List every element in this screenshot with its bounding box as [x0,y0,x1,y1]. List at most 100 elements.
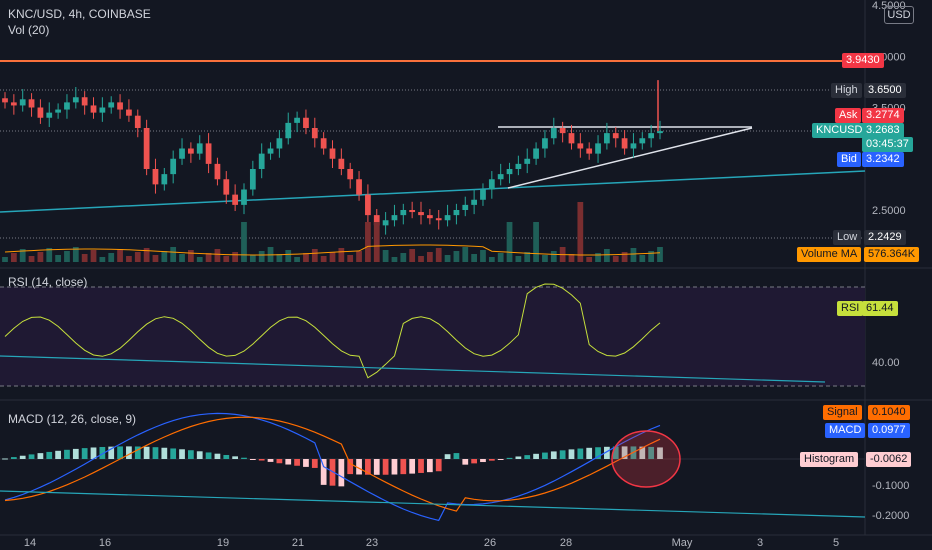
candle-body [365,194,371,216]
macd-histogram-bar [365,459,371,475]
macd-histogram-bar [373,459,380,475]
menu-icon: ≡ [887,3,892,12]
macd-histogram-bar [90,447,97,459]
candle-body [524,158,531,164]
macd-legend: MACD (12, 26, close, 9) [8,412,137,426]
candle-body [214,163,221,180]
macd-histogram-bar [515,456,522,459]
candle-body [223,179,230,195]
macd-signal-value: 0.1040 [868,405,910,420]
macd-histogram-bar [338,459,345,487]
candle-body [232,194,239,205]
macd-histogram-bar [241,457,247,459]
macd-histogram-bar [223,454,230,459]
rsi-band [0,287,865,386]
candle-body [303,117,309,128]
candle-body [648,133,655,139]
candle-body [356,179,362,195]
volume-bar [99,257,106,262]
last-price-value: 3.2683 [862,123,904,138]
candle-body [568,133,575,144]
macd-histogram-bar [639,446,646,459]
macd-histogram-bar [294,459,300,466]
bar-countdown: 03:45:37 [862,137,913,152]
volume-ma-value: 576.364K [864,247,920,262]
candle-body [241,189,247,205]
candle-body [64,102,70,110]
volume-bar [612,256,619,262]
macd-axis-label: -0.1000 [872,480,909,492]
volume-bar [161,251,168,262]
histogram-label: Histogram [800,452,859,467]
candle-body [426,215,433,219]
volume-bar [391,257,398,262]
rsi-trendline [0,355,826,383]
volume-bar [524,252,531,262]
macd-histogram-bar [453,453,460,459]
rsi-axis-label: 40.00 [872,357,900,369]
volume-bar [205,253,212,262]
volume-bar [232,252,239,262]
time-axis-label: 14 [24,537,36,549]
macd-histogram-bar [604,446,610,459]
macd-histogram-bar [426,459,433,473]
macd-histogram-bar [19,455,26,459]
volume-bar [294,257,300,262]
macd-histogram-bar [64,449,70,459]
macd-histogram-bar [524,455,531,459]
candle-body [639,138,646,144]
volume-bar [10,253,17,262]
macd-histogram-bar [586,447,593,459]
macd-histogram-bar [657,447,663,459]
volume-bar [533,222,539,262]
histogram-value: -0.0062 [866,452,912,467]
candle-body [188,148,194,154]
volume-bar [400,253,407,262]
rsi-tag-label: RSI [837,301,864,316]
volume-bar [37,252,44,262]
candle-body [612,133,619,139]
volume-bar [117,249,123,262]
macd-histogram-bar [533,453,539,459]
candle-body [586,148,593,154]
time-axis-label: 3 [757,537,763,549]
volume-bar [55,255,61,262]
candle-body [126,109,132,116]
volume-bar [471,254,477,262]
last-price-symbol: KNCUSD [812,123,867,138]
candle-body [249,169,256,190]
candle-body [604,133,610,144]
candle-body [196,143,203,154]
currency-badge[interactable]: ≡ USD [884,3,914,24]
volume-bar [329,252,336,262]
long-trendline [0,170,866,213]
macd-signal-label: Signal [823,405,862,420]
volume-bar [630,248,637,262]
highlight-ellipse [611,430,681,488]
candle-body [28,99,35,108]
time-axis-label: 28 [560,537,572,549]
macd-histogram-bar [311,459,318,468]
volume-bar [258,251,265,262]
macd-line [4,412,661,522]
candle-body [81,97,88,106]
candle-body [542,138,548,149]
macd-histogram-bar [117,446,123,459]
time-axis-label: 23 [366,537,378,549]
candle-body [391,215,398,221]
candle-body [382,220,389,226]
ask-tag: Ask [835,108,862,123]
macd-histogram-bar [188,450,194,459]
macd-histogram-bar [134,446,141,459]
candle-body [10,102,17,106]
candle-body [373,215,380,226]
macd-histogram-bar [444,454,451,459]
volume-bar [657,247,663,262]
volume-bar [595,253,601,262]
candle-body [577,143,584,149]
candle-body [320,138,327,149]
macd-histogram-bar [161,447,168,459]
candle-body [621,138,628,149]
rsi-line [4,283,661,379]
